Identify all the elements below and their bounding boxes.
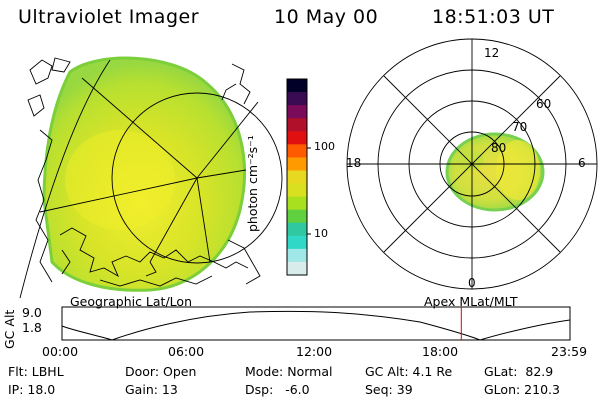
timeline-left-label: Geographic Lat/Lon xyxy=(70,294,192,309)
timeline-ytick-9: 9.0 xyxy=(22,305,42,320)
info-gc-alt: GC Alt: 4.1 Re xyxy=(365,364,453,379)
timeline-axis-label: GC Alt xyxy=(2,309,17,349)
date-label: 10 May 00 xyxy=(274,6,379,28)
colorbar-segment xyxy=(287,157,307,171)
colorbar-segment xyxy=(287,196,307,211)
timeline-plot xyxy=(61,306,571,341)
info-seq: Seq: 39 xyxy=(365,382,413,397)
colorbar-segment xyxy=(287,261,307,276)
timeline-right-label: Apex MLat/MLT xyxy=(424,294,518,309)
colorbar-tick-100: 100 xyxy=(314,140,335,153)
time-label: 18:51:03 UT xyxy=(432,6,555,28)
polar-mlt-6: 6 xyxy=(578,156,586,170)
polar-plot xyxy=(346,38,598,290)
info-flt: Flt: LBHL xyxy=(8,364,64,379)
polar-mlt-12: 12 xyxy=(484,46,500,60)
colorbar-segment xyxy=(287,248,307,263)
uv-disk xyxy=(42,56,246,292)
info-gain: Gain: 13 xyxy=(125,382,178,397)
time-tick-1200: 12:00 xyxy=(296,344,333,359)
bright-patch xyxy=(65,130,175,230)
coastlines xyxy=(27,57,261,287)
colorbar-segment xyxy=(287,144,307,158)
polar-mlt-18: 18 xyxy=(346,156,362,170)
colorbar-tick-10: 10 xyxy=(314,227,328,240)
app-title: Ultraviolet Imager xyxy=(18,6,200,28)
colorbar-segment xyxy=(287,222,307,237)
info-door: Door: Open xyxy=(125,364,197,379)
lat-lon-grid xyxy=(19,59,283,299)
info-glon: GLon: 210.3 xyxy=(484,382,560,397)
polar-mlt-0: 0 xyxy=(468,276,476,290)
colorbar-segment xyxy=(287,209,307,224)
polar-lat-70: 70 xyxy=(512,120,528,134)
time-tick-0600: 06:00 xyxy=(168,344,205,359)
colorbar-segment xyxy=(287,183,307,198)
oval-patch xyxy=(456,150,484,170)
time-tick-2359: 23:59 xyxy=(551,344,588,359)
time-tick-1800: 18:00 xyxy=(422,344,459,359)
polar-grid xyxy=(346,38,598,290)
timeline-ytick-1-8: 1.8 xyxy=(22,320,42,335)
colorbar-segment xyxy=(287,92,307,106)
info-mode: Mode: Normal xyxy=(245,364,333,379)
colorbar-segment xyxy=(287,131,307,145)
timeline-frame xyxy=(61,306,571,341)
colorbar xyxy=(286,78,311,276)
colorbar-segment xyxy=(287,118,307,132)
polar-lat-80: 80 xyxy=(491,141,507,155)
time-tick-0000: 00:00 xyxy=(42,344,79,359)
colorbar-segment xyxy=(287,79,307,93)
oval-bright-region xyxy=(496,140,540,200)
polar-lat-60: 60 xyxy=(536,97,552,111)
uv-image xyxy=(42,56,246,292)
colorbar-segment xyxy=(287,170,307,185)
colorbar-title: photon cm⁻²s⁻¹ xyxy=(245,135,260,232)
info-dsp: Dsp: -6.0 xyxy=(245,382,310,397)
colorbar-segment xyxy=(287,235,307,250)
info-glat: GLat: 82.9 xyxy=(484,364,554,379)
colorbar-segment xyxy=(287,105,307,119)
colorbar-frame xyxy=(286,78,308,276)
gc-alt-curve xyxy=(61,310,571,341)
info-ip: IP: 18.0 xyxy=(8,382,56,397)
